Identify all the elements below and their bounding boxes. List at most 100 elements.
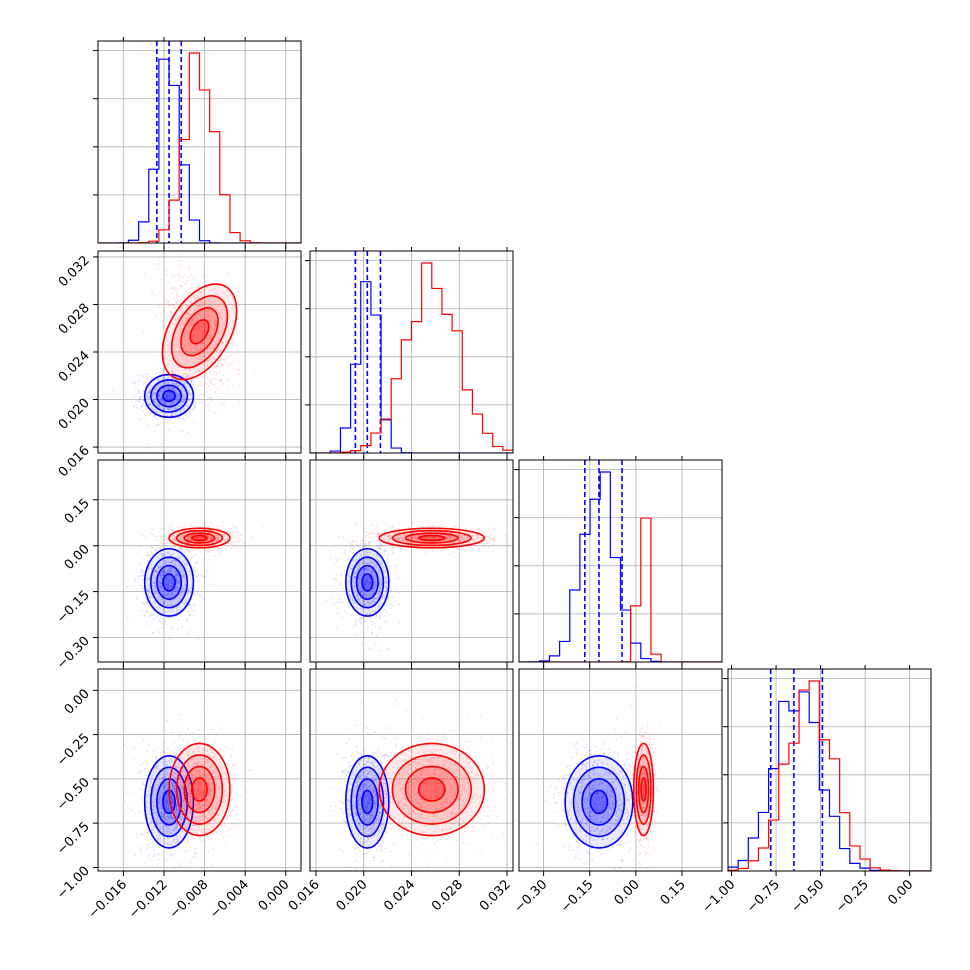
scatter-point xyxy=(167,387,170,390)
scatter-point xyxy=(209,309,212,312)
scatter-point xyxy=(209,337,212,339)
scatter-point xyxy=(181,400,184,403)
scatter-point xyxy=(165,583,168,586)
scatter-point xyxy=(175,576,177,579)
scatter-point xyxy=(190,321,193,323)
scatter-point xyxy=(198,290,201,293)
scatter-point xyxy=(175,383,178,385)
scatter-point xyxy=(207,377,210,380)
scatter-point xyxy=(351,598,354,600)
scatter-point xyxy=(176,580,178,583)
scatter-point xyxy=(178,564,181,566)
tick-label-y: 0.028 xyxy=(56,301,93,338)
scatter-point xyxy=(189,525,192,528)
scatter-point xyxy=(191,319,194,322)
scatter-point xyxy=(186,600,189,602)
scatter-point xyxy=(364,587,367,590)
scatter-point xyxy=(182,574,185,577)
scatter-point xyxy=(159,581,161,584)
scatter-point xyxy=(187,390,190,393)
scatter-point xyxy=(175,582,178,585)
scatter-point xyxy=(171,528,173,531)
scatter-point xyxy=(432,550,434,553)
scatter-point xyxy=(362,537,365,540)
scatter-point xyxy=(201,344,204,347)
scatter-point xyxy=(180,597,182,600)
scatter-point xyxy=(179,537,181,539)
scatter-point xyxy=(362,567,365,570)
scatter-point xyxy=(222,383,224,385)
scatter-point xyxy=(176,274,179,277)
scatter-point xyxy=(172,561,174,564)
scatter-point xyxy=(153,582,156,585)
scatter-point xyxy=(356,544,359,547)
scatter-point xyxy=(178,267,181,270)
scatter-point xyxy=(217,547,220,549)
scatter-point xyxy=(222,524,225,527)
scatter-point xyxy=(160,552,162,555)
scatter-point xyxy=(180,260,182,263)
scatter-point xyxy=(193,386,196,388)
scatter-point xyxy=(190,278,192,281)
scatter-point xyxy=(201,522,204,525)
scatter-point xyxy=(170,311,173,313)
scatter-point xyxy=(211,548,214,551)
scatter-point xyxy=(225,356,228,359)
scatter-point xyxy=(461,537,464,539)
scatter-point xyxy=(239,539,242,541)
scatter-point xyxy=(365,550,368,553)
scatter-point xyxy=(212,345,215,348)
scatter-point xyxy=(210,315,213,318)
scatter-point xyxy=(364,530,367,533)
scatter-point xyxy=(216,350,219,352)
scatter-point xyxy=(375,615,378,618)
scatter-point xyxy=(158,632,161,635)
scatter-point xyxy=(216,362,219,365)
scatter-point xyxy=(181,526,183,529)
scatter-point xyxy=(171,610,174,612)
scatter-point xyxy=(384,604,387,607)
scatter-point xyxy=(207,336,210,339)
scatter-point xyxy=(206,308,209,311)
scatter-point xyxy=(196,305,199,308)
scatter-point xyxy=(388,540,390,543)
scatter-point xyxy=(176,607,178,609)
scatter-point xyxy=(172,578,175,581)
scatter-point xyxy=(171,585,173,587)
scatter-point xyxy=(198,595,200,597)
scatter-point xyxy=(142,578,144,581)
scatter-point xyxy=(180,592,183,595)
scatter-point xyxy=(174,537,177,540)
scatter-point xyxy=(153,400,156,403)
scatter-point xyxy=(149,614,152,616)
scatter-point xyxy=(190,347,193,350)
scatter-point xyxy=(189,321,192,324)
scatter-point xyxy=(163,297,166,299)
scatter-point xyxy=(173,535,175,538)
scatter-point xyxy=(351,567,353,570)
scatter-point xyxy=(199,550,202,553)
scatter-point xyxy=(172,538,175,540)
scatter-point xyxy=(209,323,212,326)
scatter-point xyxy=(211,288,214,291)
scatter-point xyxy=(161,590,164,593)
scatter-point xyxy=(231,530,234,533)
scatter-point xyxy=(214,377,217,380)
scatter-point xyxy=(165,623,167,626)
scatter-point xyxy=(163,600,166,603)
scatter-point xyxy=(354,618,357,621)
scatter-point xyxy=(199,537,202,540)
scatter-point xyxy=(193,334,196,336)
scatter-point xyxy=(152,582,155,585)
scatter-point xyxy=(197,525,200,528)
scatter-point xyxy=(372,588,375,590)
scatter-point xyxy=(180,570,182,573)
scatter-point xyxy=(196,349,199,352)
scatter-point xyxy=(197,330,200,332)
contour xyxy=(180,307,219,357)
scatter-point xyxy=(160,536,163,539)
scatter-point xyxy=(175,560,178,562)
scatter-point xyxy=(451,544,453,547)
scatter-point xyxy=(167,571,170,574)
scatter-point xyxy=(372,588,375,591)
